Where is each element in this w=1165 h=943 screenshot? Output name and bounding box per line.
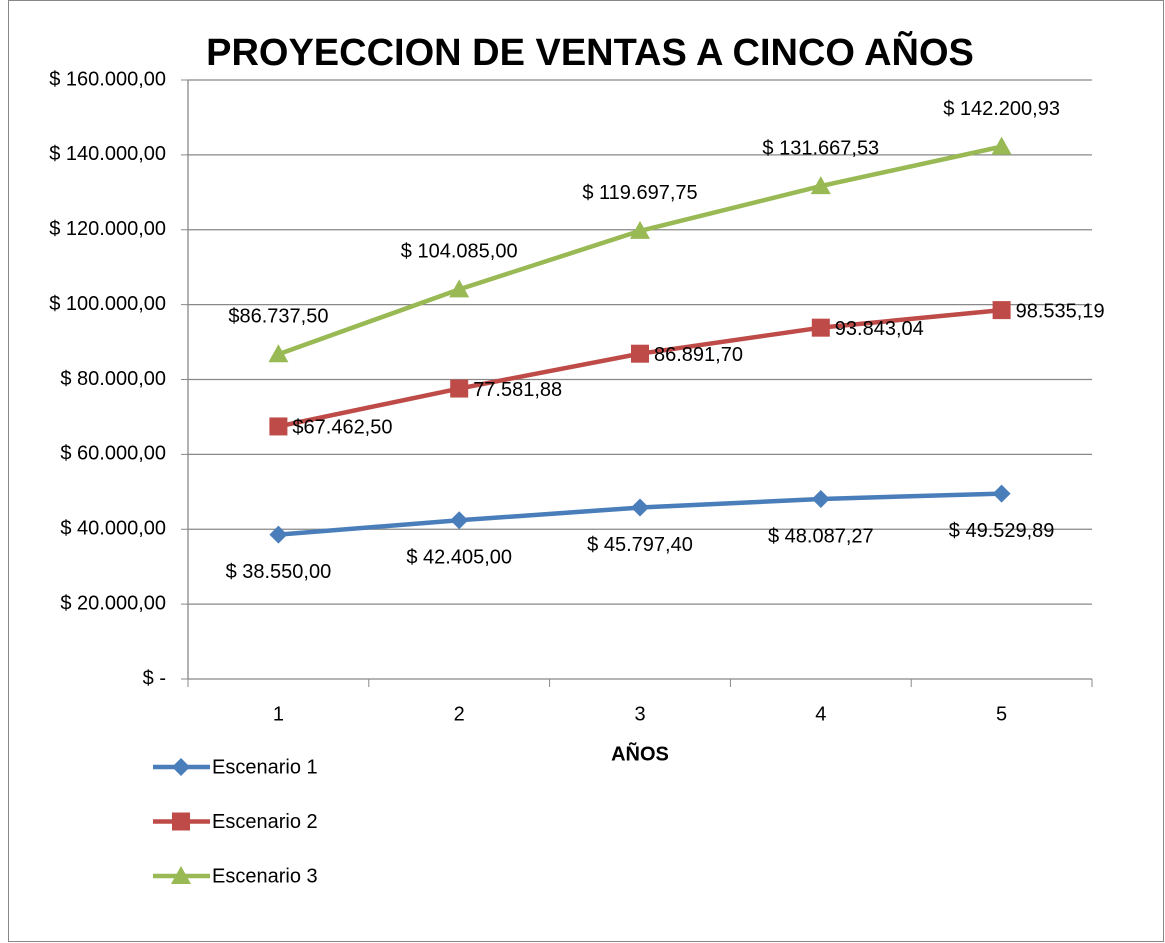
data-label: $67.462,50 bbox=[292, 417, 392, 439]
data-label: $ 131.667,53 bbox=[762, 137, 879, 159]
data-label: 98.535,19 bbox=[1016, 300, 1105, 322]
y-tick-label: $ 60.000,00 bbox=[60, 443, 166, 465]
data-point bbox=[811, 489, 830, 508]
y-tick-label: $ 100.000,00 bbox=[49, 293, 166, 315]
data-label: 86.891,70 bbox=[654, 344, 743, 366]
x-tick-label: 4 bbox=[815, 703, 826, 725]
x-tick-label: 3 bbox=[634, 703, 645, 725]
data-point bbox=[269, 525, 288, 544]
data-label: $ 142.200,93 bbox=[943, 98, 1060, 120]
legend-marker bbox=[171, 866, 191, 884]
data-point bbox=[992, 301, 1011, 320]
y-tick-label: $ 120.000,00 bbox=[49, 218, 166, 240]
legend-label: Escenario 3 bbox=[212, 865, 318, 887]
data-label: $ 104.085,00 bbox=[401, 241, 518, 263]
y-tick-label: $ 80.000,00 bbox=[60, 368, 166, 390]
legend-label: Escenario 2 bbox=[212, 811, 318, 833]
legend-marker bbox=[172, 812, 190, 831]
data-label: $ 48.087,27 bbox=[768, 525, 874, 547]
y-tick-label: $ 40.000,00 bbox=[60, 518, 166, 540]
data-point bbox=[450, 511, 469, 530]
y-tick-label: $ 160.000,00 bbox=[49, 68, 166, 90]
data-label: $ 49.529,89 bbox=[949, 520, 1055, 542]
x-axis-title: AÑOS bbox=[611, 742, 669, 765]
data-point bbox=[811, 318, 830, 337]
data-label: $ 42.405,00 bbox=[406, 547, 512, 569]
data-point bbox=[992, 484, 1011, 503]
data-point bbox=[991, 136, 1012, 155]
data-label: $86.737,50 bbox=[228, 306, 328, 328]
data-point bbox=[449, 279, 470, 298]
data-point bbox=[269, 417, 288, 436]
data-point bbox=[810, 176, 831, 195]
x-tick-label: 1 bbox=[273, 703, 284, 725]
data-label: $ 45.797,40 bbox=[587, 534, 693, 556]
data-point bbox=[268, 344, 289, 363]
data-label: $ 38.550,00 bbox=[226, 561, 332, 583]
x-tick-label: 2 bbox=[454, 703, 465, 725]
data-label: $ 119.697,75 bbox=[582, 182, 697, 204]
data-point bbox=[630, 220, 650, 239]
data-point bbox=[450, 379, 469, 398]
chart-title: PROYECCION DE VENTAS A CINCO AÑOS bbox=[206, 30, 974, 74]
x-tick-label: 5 bbox=[996, 703, 1007, 725]
data-label: 77.581,88 bbox=[473, 379, 562, 401]
legend-label: Escenario 1 bbox=[212, 756, 318, 778]
legend-marker bbox=[172, 758, 190, 776]
y-tick-label: $ - bbox=[143, 667, 166, 689]
y-tick-label: $ 20.000,00 bbox=[60, 592, 166, 614]
y-tick-label: $ 140.000,00 bbox=[49, 143, 166, 165]
data-point bbox=[631, 498, 649, 517]
data-label: 93.843,04 bbox=[835, 318, 924, 340]
chart-border bbox=[8, 0, 1164, 942]
data-point bbox=[631, 344, 649, 363]
